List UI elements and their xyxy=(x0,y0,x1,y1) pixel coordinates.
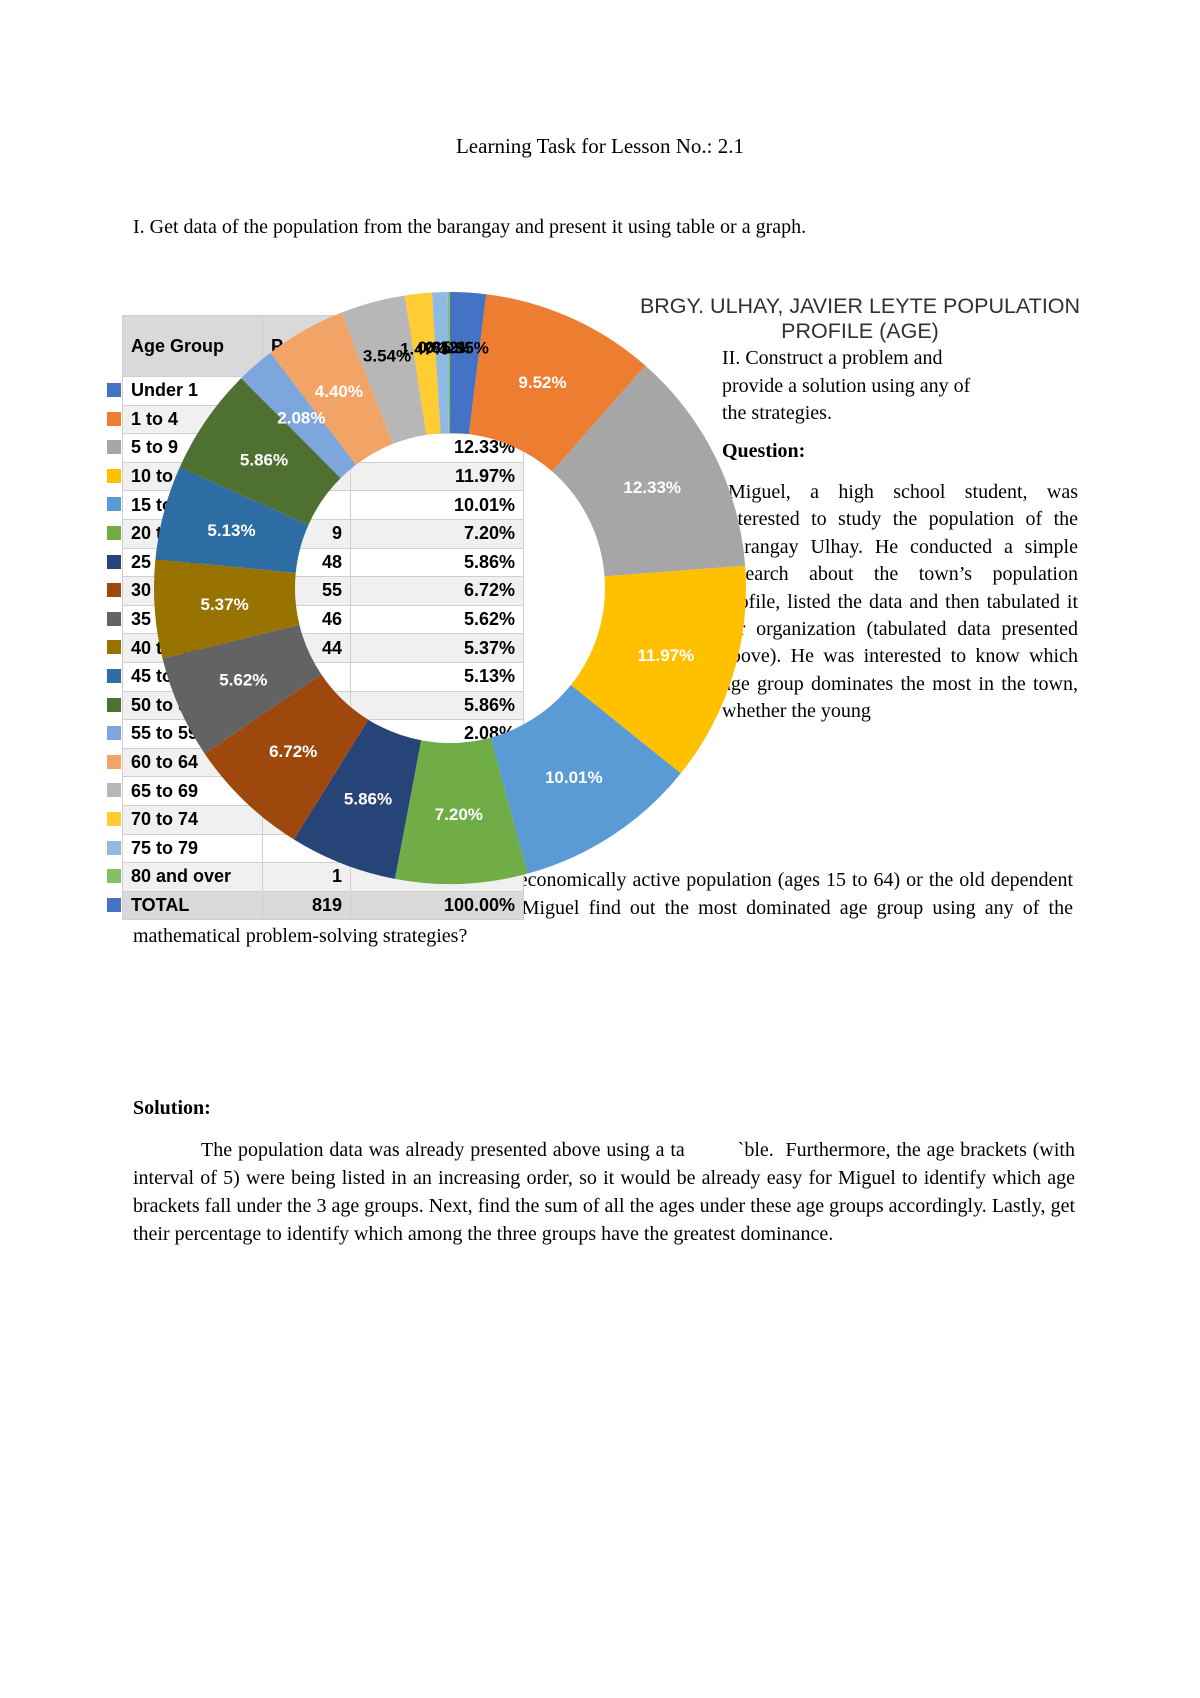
legend-swatch-icon xyxy=(107,640,121,655)
donut-slice-55-to-59 xyxy=(241,352,356,479)
donut-slice-label: 5.13% xyxy=(207,521,255,540)
donut-slice-70-to-74 xyxy=(404,292,441,435)
donut-slice-label: 12.33% xyxy=(623,478,681,497)
percent-cell: 5.62% xyxy=(350,604,524,635)
donut-slice-label: 5.86% xyxy=(240,451,288,470)
legend-swatch-icon xyxy=(107,440,121,455)
legend-swatch-icon xyxy=(107,754,121,769)
legend-swatch-icon xyxy=(107,411,121,426)
legend-swatch-icon xyxy=(107,897,121,912)
question-heading: Question: xyxy=(722,440,806,462)
legend-swatch-icon xyxy=(107,583,121,598)
donut-slice-25-to-29 xyxy=(293,719,422,879)
solution-paragraph: The population data was already presente… xyxy=(133,1139,1075,1245)
donut-slice-label: 5.62% xyxy=(219,670,267,689)
solution-heading: Solution: xyxy=(133,1097,211,1119)
legend-swatch-icon xyxy=(107,383,121,397)
percent-cell: 7.20% xyxy=(350,518,524,549)
age-group-cell: 75 to 79 xyxy=(122,833,263,864)
donut-slice-label: 11.97% xyxy=(638,646,695,665)
donut-slice-label: 5.37% xyxy=(200,595,248,614)
donut-slice-1-to-4 xyxy=(468,294,646,472)
donut-slice-10-to-14 xyxy=(570,565,747,774)
donut-slice-label: 2.08% xyxy=(277,409,325,428)
donut-slice-20-to-24 xyxy=(394,737,528,885)
percent-cell: 5.86% xyxy=(350,690,524,721)
donut-slice-label: 0.12% xyxy=(425,338,473,357)
donut-slice-label: 9.52% xyxy=(518,373,566,392)
age-group-cell: TOTAL xyxy=(122,890,263,921)
legend-swatch-icon xyxy=(107,669,121,683)
page-title: Learning Task for Lesson No.: 2.1 xyxy=(455,134,744,158)
donut-slice-50-to-54 xyxy=(179,378,341,525)
chart-title: BRGY. ULHAY, JAVIER LEYTE POPULATION PRO… xyxy=(639,294,1081,343)
percent-cell: 100.00% xyxy=(350,890,524,921)
donut-slice-80-and-over xyxy=(447,292,450,433)
donut-slice-label: 10.01% xyxy=(545,768,603,787)
percent-cell: 11.97% xyxy=(350,461,524,492)
population-cell: 819 xyxy=(262,890,351,921)
donut-slice-40-to-44 xyxy=(153,559,300,659)
question-paragraph: Miguel, a high school student, was inter… xyxy=(722,481,1078,723)
legend-swatch-icon xyxy=(107,697,121,712)
population-cell: 1 xyxy=(262,862,351,892)
donut-slice-15-to-19 xyxy=(490,685,681,874)
legend-swatch-icon xyxy=(107,526,121,540)
legend-swatch-icon xyxy=(107,554,121,569)
donut-slice-label: 1.47% xyxy=(400,339,448,358)
donut-slice-label: 0.85% xyxy=(418,338,466,357)
donut-slice-label: 7.20% xyxy=(435,805,483,824)
donut-slice-75-to-79 xyxy=(431,292,449,434)
section-ii-text: II. Construct a problem and provide a so… xyxy=(722,347,971,424)
donut-slice-label: 3.54% xyxy=(363,346,411,365)
legend-swatch-icon xyxy=(107,468,121,483)
donut-slice-45-to-49 xyxy=(155,467,309,573)
donut-slice-label: 5.86% xyxy=(344,790,392,809)
donut-slice-label: 4.40% xyxy=(315,382,363,401)
donut-slice-35-to-39 xyxy=(162,624,322,754)
intro-text: I. Get data of the population from the b… xyxy=(133,216,807,238)
age-group-cell: 70 to 74 xyxy=(122,804,263,835)
legend-swatch-icon xyxy=(107,497,121,512)
donut-slice-60-to-64 xyxy=(270,312,394,465)
age-group-cell: Age Group xyxy=(122,315,263,377)
legend-swatch-icon xyxy=(107,869,121,884)
donut-slice-label: 1.95% xyxy=(441,339,489,358)
percent-cell: 10.01% xyxy=(350,490,524,520)
legend-swatch-icon xyxy=(107,783,121,798)
legend-swatch-icon xyxy=(107,840,121,855)
legend-swatch-icon xyxy=(107,812,121,826)
donut-slice-under-1 xyxy=(450,292,487,435)
percent-cell: 5.37% xyxy=(350,633,524,663)
table-total-row: TOTAL 819 100.00% xyxy=(122,890,524,921)
percent-cell: 5.86% xyxy=(350,547,524,578)
donut-slice-30-to-34 xyxy=(204,674,369,840)
age-group-cell: 80 and over xyxy=(122,862,263,892)
legend-swatch-icon xyxy=(107,726,121,741)
donut-slice-label: 6.72% xyxy=(269,742,317,761)
legend-swatch-icon xyxy=(107,611,121,626)
population-donut-chart: 1.95%9.52%12.33%11.97%10.01%7.20%5.86%6.… xyxy=(153,292,747,885)
donut-slice-65-to-69 xyxy=(341,295,427,444)
donut-slice-5-to-9 xyxy=(552,365,746,577)
